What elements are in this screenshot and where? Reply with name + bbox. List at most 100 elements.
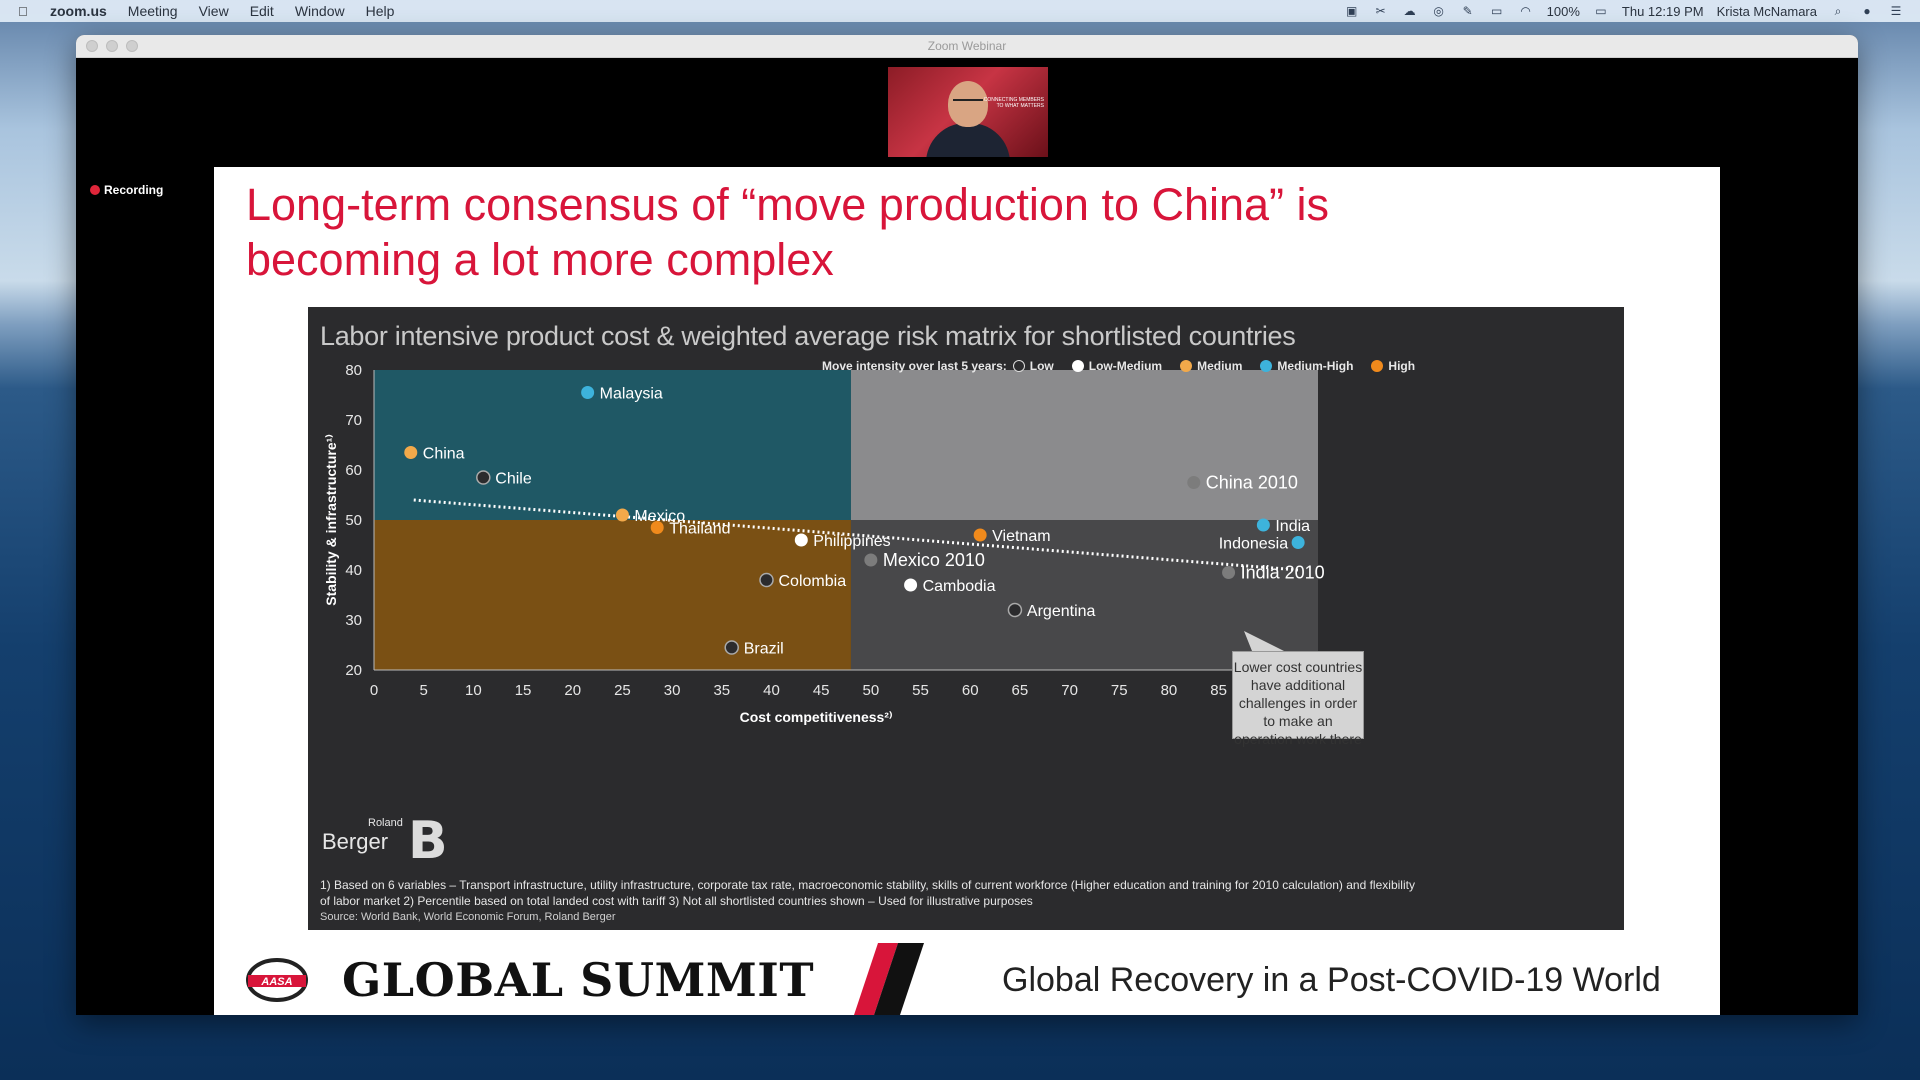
close-window-button[interactable] (86, 40, 98, 52)
x-tick-label: 55 (912, 682, 929, 699)
wifi-icon[interactable]: ◠ (1520, 4, 1531, 18)
spotlight-search-icon[interactable]: ⌕ (1834, 4, 1842, 18)
menu-window[interactable]: Window (294, 3, 345, 19)
data-point (615, 508, 629, 522)
menu-edit[interactable]: Edit (249, 3, 274, 19)
thumbnail-tagline: CONNECTING MEMBERS TO WHAT MATTERS (983, 97, 1044, 109)
x-tick-label: 80 (1161, 682, 1178, 699)
y-tick-label: 70 (345, 412, 362, 429)
data-point-label: Indonesia (1219, 536, 1288, 553)
notification-center-icon[interactable]: ☰ (1890, 4, 1902, 18)
slide-title: Long-term consensus of “move production … (246, 177, 1646, 287)
summit-banner: AASA GLOBAL SUMMIT Global Recovery in a … (214, 943, 1720, 1015)
menu-view[interactable]: View (198, 3, 229, 19)
x-tick-label: 30 (664, 682, 681, 699)
battery-percent: 100% (1546, 3, 1580, 19)
data-point (1007, 602, 1023, 618)
recording-indicator: Recording (90, 183, 163, 197)
speaker-video-thumbnail[interactable]: CONNECTING MEMBERS TO WHAT MATTERS (888, 67, 1048, 157)
menu-app[interactable]: zoom.us (50, 3, 107, 19)
legend-item-high: High (1371, 359, 1415, 373)
legend-item-low-medium: Low-Medium (1071, 359, 1162, 373)
data-point (904, 578, 918, 592)
data-point (794, 533, 808, 547)
zoom-status-icon[interactable]: ▣ (1346, 4, 1358, 18)
legend-label-medium-high: Medium-High (1277, 359, 1354, 373)
window-title: Zoom Webinar (927, 39, 1007, 53)
data-point (973, 528, 987, 542)
data-point-label: Brazil (744, 641, 784, 658)
logo-berger: Berger (322, 829, 389, 854)
legend-item-low: Low (1012, 359, 1054, 373)
quadrant-top-left (374, 370, 851, 520)
ink-icon[interactable]: ✎ (1462, 4, 1473, 18)
slide-title-line-2: becoming a lot more complex (246, 234, 834, 285)
cloud-icon[interactable]: ☁ (1403, 4, 1416, 18)
siri-icon[interactable]: ● (1863, 4, 1871, 18)
chart-footnotes: 1) Based on 6 variables – Transport infr… (320, 877, 1610, 925)
data-point-label: Malaysia (600, 386, 663, 403)
data-point-label: Mexico 2010 (883, 550, 985, 570)
user-name[interactable]: Krista McNamara (1716, 3, 1817, 19)
x-tick-label: 5 (420, 682, 428, 699)
y-tick-label: 20 (345, 662, 362, 679)
menu-bar:  zoom.us Meeting View Edit Window Help … (0, 0, 1920, 22)
battery-icon[interactable]: ▭ (1595, 4, 1607, 18)
legend-item-medium: Medium (1180, 359, 1242, 373)
y-tick-label: 30 (345, 612, 362, 629)
callout-box: Lower cost countries have additional cha… (1232, 651, 1364, 747)
y-tick-label: 40 (345, 562, 362, 579)
legend-swatch-low-medium (1071, 360, 1084, 372)
legend-swatch-high (1371, 360, 1384, 372)
aasa-logo-text: AASA (260, 976, 292, 988)
chart-title: Labor intensive product cost & weighted … (320, 321, 1296, 351)
banner-title: GLOBAL SUMMIT (342, 953, 815, 1007)
creative-cloud-icon[interactable]: ◎ (1433, 4, 1444, 18)
legend-label-medium: Medium (1197, 359, 1243, 373)
data-point-label: Colombia (779, 573, 847, 590)
chart-legend: Move intensity over last 5 years: Low Lo… (822, 359, 1427, 373)
legend-label-high: High (1388, 359, 1416, 373)
window-titlebar[interactable]: Zoom Webinar (76, 35, 1858, 58)
x-tick-label: 0 (370, 682, 378, 699)
x-tick-label: 25 (614, 682, 631, 699)
menu-help[interactable]: Help (365, 3, 395, 19)
data-point (1187, 476, 1201, 489)
banner-tagline: Global Recovery in a Post-COVID-19 World (1002, 961, 1661, 999)
x-tick-label: 45 (813, 682, 830, 699)
clock[interactable]: Thu 12:19 PM (1621, 3, 1704, 19)
data-point-label: Argentina (1027, 603, 1096, 620)
x-tick-label: 10 (465, 682, 482, 699)
x-tick-label: 35 (713, 682, 730, 699)
x-tick-label: 20 (564, 682, 581, 699)
zoom-window: Zoom Webinar CONNECTING MEMBERS TO WHAT … (76, 35, 1858, 1015)
data-point-label: Mexico (634, 508, 685, 525)
legend-swatch-medium (1180, 360, 1193, 372)
data-point (724, 640, 739, 655)
tools-icon[interactable]: ✂ (1375, 4, 1386, 18)
data-point-label: China (423, 446, 465, 463)
airplay-icon[interactable]: ▭ (1491, 4, 1503, 18)
menu-meeting[interactable]: Meeting (127, 3, 178, 19)
legend-label-low: Low (1029, 359, 1054, 373)
data-point-label: Cambodia (923, 578, 996, 595)
data-point (581, 386, 595, 399)
footnote-line-2: of labor market 2) Percentile based on t… (320, 894, 1033, 908)
banner-slash-graphic (854, 943, 924, 1015)
data-point (404, 446, 418, 459)
x-tick-label: 85 (1210, 682, 1227, 699)
x-tick-label: 70 (1061, 682, 1078, 699)
apple-icon[interactable]:  (18, 4, 36, 19)
speaker-face (948, 81, 988, 127)
data-point (1222, 566, 1236, 579)
legend-swatch-medium-high (1260, 360, 1273, 372)
data-point-label: Chile (495, 471, 532, 488)
slide-title-line-1: Long-term consensus of “move production … (246, 179, 1330, 230)
data-point (759, 572, 774, 588)
status-area: ▣ ✂ ☁ ◎ ✎ ▭ ◠ 100% ▭ Thu 12:19 PM Krista… (1344, 0, 1904, 22)
minimize-window-button[interactable] (106, 40, 118, 52)
x-tick-label: 60 (962, 682, 979, 699)
zoom-window-button[interactable] (126, 40, 138, 52)
data-point (1291, 536, 1305, 549)
footnote-line-1: 1) Based on 6 variables – Transport infr… (320, 878, 1415, 892)
